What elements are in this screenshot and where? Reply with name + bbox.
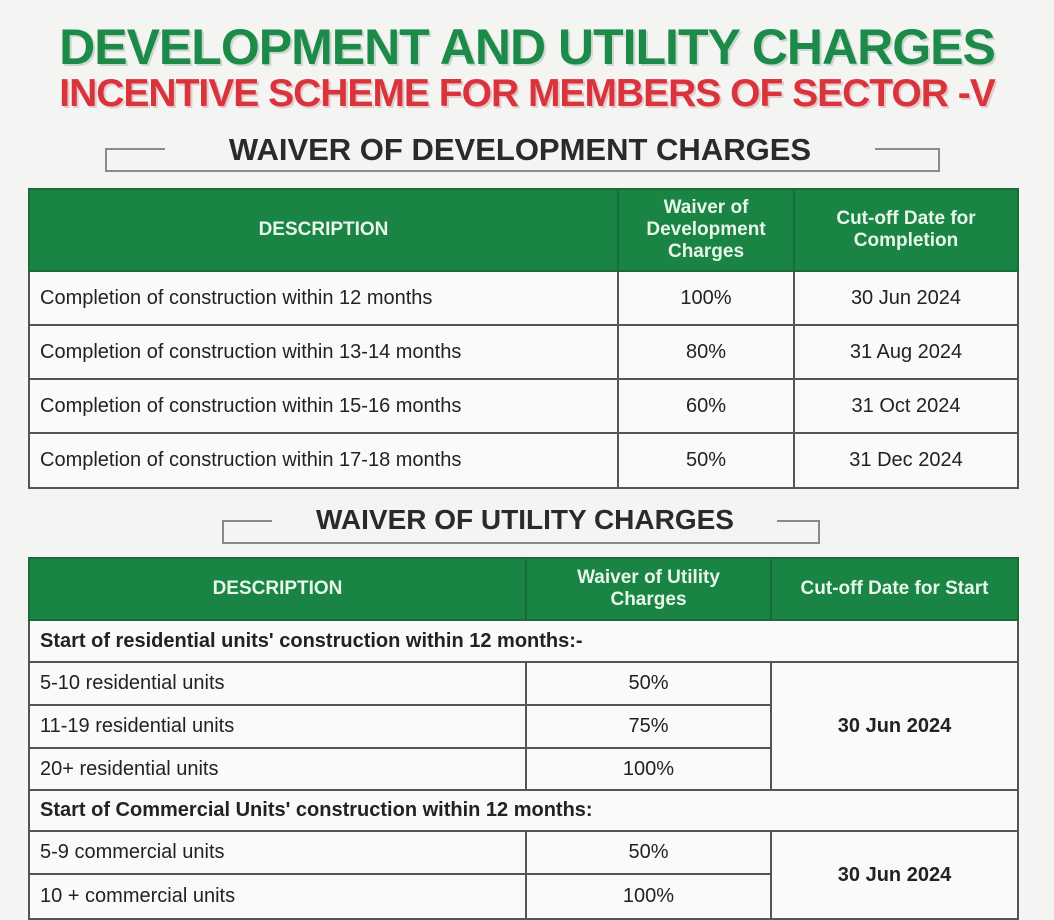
table-row: 5-9 commercial units 50% 30 Jun 2024 (28, 830, 1019, 920)
section-heading-utility: WAIVER OF UTILITY CHARGES (222, 504, 820, 546)
table-row: Completion of construction within 13-14 … (28, 324, 1019, 380)
table-row: 5-10 residential units 50% 30 Jun 2024 (28, 661, 1019, 791)
utility-table: DESCRIPTION Waiver of Utility Charges Cu… (28, 557, 1019, 920)
table-row: 20+ residential units 100% (28, 747, 1018, 791)
table-header: DESCRIPTION Waiver of Utility Charges Cu… (28, 557, 1019, 621)
table-row: Completion of construction within 17-18 … (28, 432, 1019, 489)
main-title: DEVELOPMENT AND UTILITY CHARGES (59, 19, 996, 75)
table-header: DESCRIPTION Waiver of Development Charge… (28, 188, 1019, 272)
table-row: Completion of construction within 12 mon… (28, 270, 1019, 326)
subtitle: INCENTIVE SCHEME FOR MEMBERS OF SECTOR -… (59, 72, 996, 115)
development-table: DESCRIPTION Waiver of Development Charge… (28, 188, 1019, 489)
table-group-row: Start of Commercial Units' construction … (28, 789, 1019, 832)
table-row: 11-19 residential units 75% (28, 704, 1018, 749)
table-group-row: Start of residential units' construction… (28, 619, 1019, 663)
table-row: 10 + commercial units 100% (28, 873, 1018, 920)
table-row: Completion of construction within 15-16 … (28, 378, 1019, 434)
section-heading-development: WAIVER OF DEVELOPMENT CHARGES (105, 132, 940, 172)
